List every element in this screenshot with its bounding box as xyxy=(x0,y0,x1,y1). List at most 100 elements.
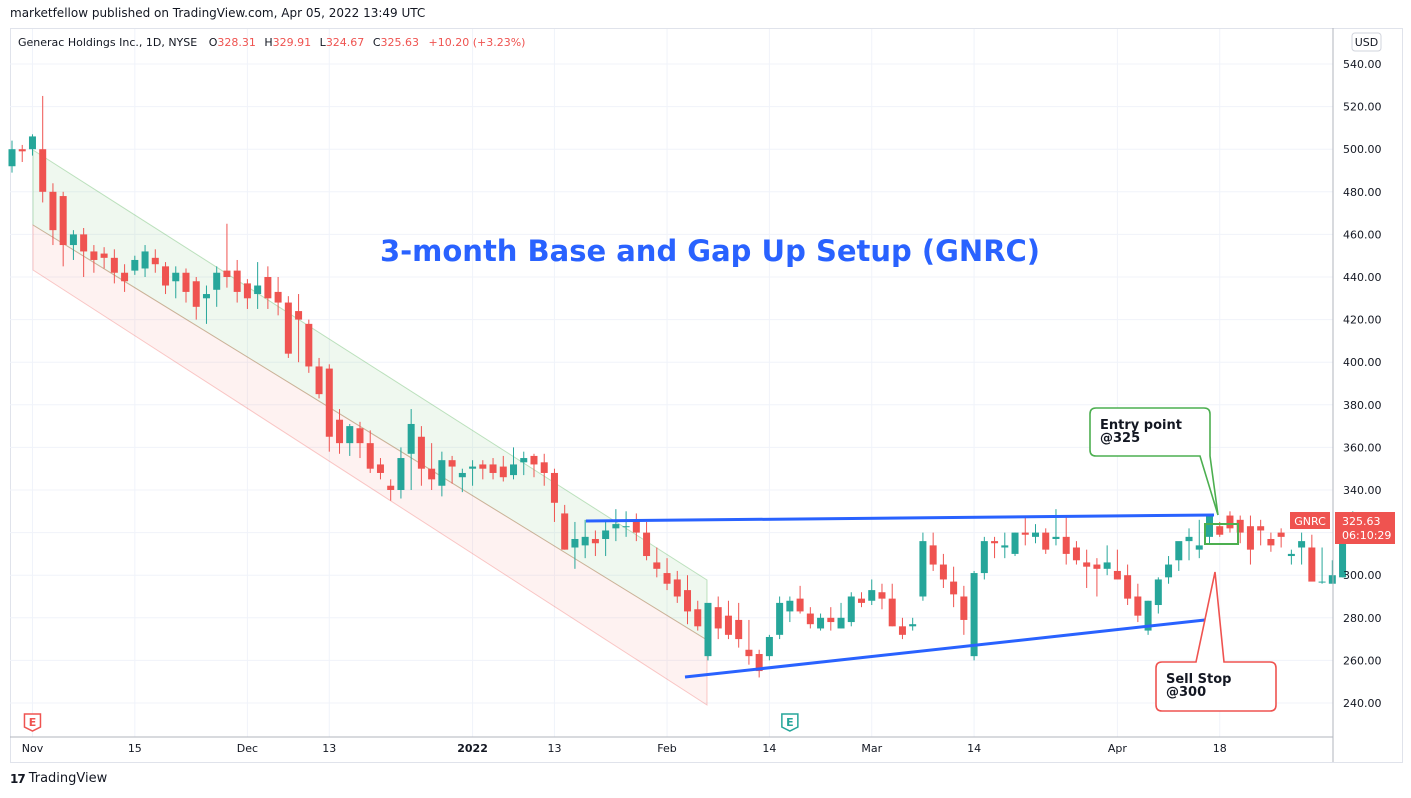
candle-body xyxy=(591,538,599,544)
high-value: 329.91 xyxy=(273,36,312,49)
candle xyxy=(172,266,180,299)
candle-body xyxy=(837,617,845,629)
candle xyxy=(929,532,937,571)
candle xyxy=(1185,528,1193,561)
candle-body xyxy=(735,619,743,640)
candle-body xyxy=(141,251,149,269)
price-tick-label: 440.00 xyxy=(1343,271,1382,284)
candle-body xyxy=(438,460,446,486)
price-tick-label: 380.00 xyxy=(1343,399,1382,412)
candle xyxy=(837,602,845,629)
candle-body xyxy=(898,626,906,635)
candle-body xyxy=(786,600,794,612)
last-price-value: 325.63 xyxy=(1342,515,1381,528)
candle xyxy=(121,264,129,292)
candle xyxy=(1236,515,1244,544)
candle xyxy=(520,451,528,476)
candle-body xyxy=(1216,526,1224,535)
candle-body xyxy=(254,285,262,295)
candle-body xyxy=(1165,564,1173,578)
candle-body xyxy=(110,257,118,273)
candle xyxy=(817,613,825,631)
candle-body xyxy=(632,519,640,533)
bar-countdown: 06:10:29 xyxy=(1342,529,1391,542)
candle-body xyxy=(59,196,67,246)
candles xyxy=(8,95,1357,678)
candle-body xyxy=(561,513,569,550)
sell-stop-callout[interactable]: Sell Stop @300 xyxy=(1155,571,1277,712)
published-by-text: marketfellow published on TradingView.co… xyxy=(10,6,426,20)
candle xyxy=(663,558,671,591)
candle xyxy=(1144,600,1152,635)
candle xyxy=(356,421,364,459)
candle-body xyxy=(1267,538,1275,546)
candle xyxy=(1287,549,1295,565)
candle xyxy=(622,511,630,537)
candle-body xyxy=(1205,515,1213,537)
candle-body xyxy=(540,462,548,473)
candle xyxy=(162,262,170,295)
price-tick-label: 300.00 xyxy=(1343,569,1382,582)
candle-body xyxy=(796,598,804,612)
candle-body xyxy=(213,272,221,290)
symbol-description: Generac Holdings Inc., 1D, NYSE xyxy=(18,36,197,49)
candle-body xyxy=(151,257,159,265)
candle xyxy=(1113,549,1121,580)
candle-body xyxy=(612,524,620,529)
earnings-marker-label: E xyxy=(786,716,794,729)
candle xyxy=(1072,541,1080,565)
candle xyxy=(80,228,88,277)
candle-body xyxy=(510,464,518,476)
candle xyxy=(1154,577,1162,614)
candle xyxy=(1134,583,1142,623)
footer[interactable]: 17 TradingView xyxy=(10,771,107,786)
candle-body xyxy=(366,443,374,469)
candle-body xyxy=(202,294,210,299)
candle-body xyxy=(622,526,630,528)
candle xyxy=(233,259,241,303)
candle xyxy=(448,455,456,484)
candle-body xyxy=(325,368,333,437)
candle-body xyxy=(1298,541,1306,548)
candle xyxy=(960,585,968,635)
candle-body xyxy=(868,590,876,601)
candle xyxy=(540,453,548,486)
candle xyxy=(806,607,814,629)
price-axis-labels: 540.00 520.00 500.00 480.00 460.00 440.00 420.… xyxy=(1343,58,1382,710)
candle xyxy=(1021,517,1029,546)
earnings-event-icon[interactable]: E xyxy=(23,713,42,732)
candle-body xyxy=(1134,596,1142,616)
candle xyxy=(28,134,36,156)
candle xyxy=(827,607,835,631)
candle xyxy=(530,453,538,478)
candle-body xyxy=(1246,526,1254,550)
candle-body xyxy=(1185,536,1193,542)
candle-body xyxy=(1277,532,1285,537)
earnings-event-icon[interactable]: E xyxy=(781,713,799,732)
time-tick-label: 14 xyxy=(967,742,981,755)
close-value: 325.63 xyxy=(381,36,420,49)
currency-badge[interactable]: USD xyxy=(1351,32,1382,52)
candle xyxy=(90,245,98,273)
candle-body xyxy=(714,607,722,629)
candle-body xyxy=(80,234,88,252)
candle-body xyxy=(469,466,477,469)
symbol-legend[interactable]: Generac Holdings Inc., 1D, NYSE O328.31 … xyxy=(18,36,525,49)
upper-base-trendline xyxy=(585,513,1215,523)
candle-body xyxy=(827,617,835,623)
grid-lines xyxy=(10,29,1333,737)
price-tick-label: 540.00 xyxy=(1343,58,1382,71)
candle xyxy=(325,364,333,452)
candle xyxy=(939,553,947,588)
candle xyxy=(950,566,958,608)
price-tick-label: 360.00 xyxy=(1343,441,1382,454)
candle-body xyxy=(284,302,292,354)
candle xyxy=(1124,564,1132,606)
candle xyxy=(254,262,262,309)
candle-body xyxy=(919,541,927,597)
time-axis-labels: Nov 15 Dec 13 2022 13 Feb 14 Mar 14 Apr 18 xyxy=(22,742,1227,755)
candle xyxy=(295,294,303,363)
entry-point-callout[interactable]: Entry point @325 xyxy=(1089,407,1219,516)
